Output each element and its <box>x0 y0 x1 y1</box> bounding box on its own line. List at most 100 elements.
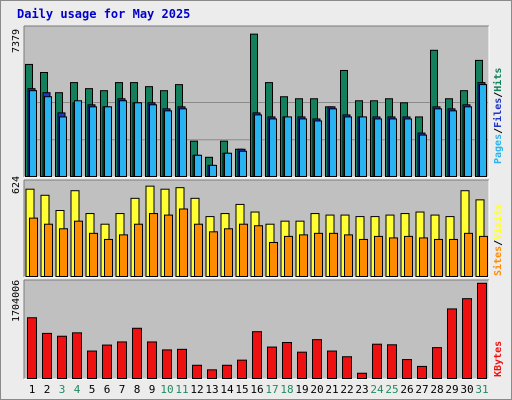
legend-separator: / <box>493 240 504 246</box>
bar-sites <box>89 232 98 278</box>
bar-files <box>284 116 292 177</box>
bar-kbytes <box>147 341 157 380</box>
bar-kbytes <box>387 344 397 379</box>
legend-separator: / <box>493 92 504 98</box>
bar-files <box>419 134 427 178</box>
bar-sites <box>179 208 188 277</box>
bar-sites <box>224 228 233 278</box>
bar-files <box>404 118 412 178</box>
day-tick-label: 29 <box>445 383 458 396</box>
day-tick-label: 17 <box>265 383 278 396</box>
day-tick-label: 2 <box>44 383 51 396</box>
bar-kbytes <box>57 335 67 380</box>
bar-kbytes <box>417 365 427 379</box>
legend-sites: Sites <box>492 246 504 276</box>
kbytes-panel <box>27 282 487 380</box>
bar-sites <box>164 214 173 277</box>
bar-files <box>119 100 127 177</box>
legend-pages: Pages <box>493 134 504 164</box>
bar-kbytes <box>327 350 337 379</box>
bar-sites <box>239 223 248 277</box>
bar-sites <box>119 234 128 277</box>
bar-files <box>104 106 112 177</box>
bar-kbytes <box>297 351 307 379</box>
day-tick-label: 16 <box>250 383 263 396</box>
bar-sites <box>44 223 53 277</box>
day-tick-label: 3 <box>59 383 66 396</box>
legend-visits: Visits <box>492 204 504 240</box>
day-tick-label: 13 <box>205 383 218 396</box>
day-tick-label: 28 <box>430 383 443 396</box>
bar-files <box>344 116 352 177</box>
bar-files <box>149 104 157 177</box>
bar-sites <box>479 235 488 277</box>
bar-sites <box>329 232 338 278</box>
bar-files <box>59 116 67 177</box>
bar-files <box>434 108 442 177</box>
bar-files <box>164 110 172 177</box>
bar-files <box>269 118 277 178</box>
bar-kbytes <box>102 344 112 380</box>
bar-files <box>299 118 307 178</box>
legend-hits: Hits <box>492 68 504 92</box>
day-tick-label: 4 <box>74 383 81 396</box>
bar-kbytes <box>192 364 202 379</box>
bar-files <box>479 84 487 177</box>
bar-sites <box>59 228 68 278</box>
bar-files <box>29 90 37 177</box>
day-tick-label: 19 <box>295 383 308 396</box>
bar-sites <box>299 234 308 277</box>
bar-files <box>239 150 247 178</box>
bar-kbytes <box>267 346 277 379</box>
day-tick-label: 20 <box>310 383 323 396</box>
bar-files <box>449 110 457 177</box>
bar-files <box>134 102 142 177</box>
bar-kbytes <box>207 369 217 380</box>
day-tick-label: 8 <box>134 383 141 396</box>
bar-kbytes <box>357 372 367 379</box>
bar-sites <box>149 213 158 277</box>
day-tick-label: 21 <box>325 383 338 396</box>
bar-kbytes <box>132 327 142 380</box>
bar-files <box>89 106 97 177</box>
bar-kbytes <box>42 332 52 380</box>
bar-kbytes <box>312 339 322 379</box>
day-tick-label: 5 <box>89 383 96 396</box>
legend-files: Files <box>492 98 504 128</box>
bar-kbytes <box>372 343 382 379</box>
bar-sites <box>194 223 203 277</box>
bar-kbytes <box>162 349 172 380</box>
bar-kbytes <box>252 331 262 379</box>
bar-sites <box>104 238 113 277</box>
bar-files <box>194 154 202 177</box>
legend-kbytes: KBytes <box>493 341 504 377</box>
bar-sites <box>284 235 293 277</box>
bar-kbytes <box>222 364 232 379</box>
bar-files <box>44 96 52 177</box>
bar-files <box>224 152 232 177</box>
bar-sites <box>434 238 443 277</box>
day-tick-label: 9 <box>149 383 156 396</box>
bar-files <box>254 114 262 177</box>
bar-sites <box>134 223 143 277</box>
day-tick-label: 25 <box>385 383 398 396</box>
day-tick-label: 12 <box>190 383 203 396</box>
day-tick-label: 14 <box>220 383 234 396</box>
bar-kbytes <box>282 341 292 380</box>
bar-sites <box>404 235 413 277</box>
day-tick-label: 7 <box>119 383 126 396</box>
chart-title: Daily usage for May 2025 <box>17 7 191 21</box>
bar-sites <box>344 234 353 277</box>
bar-sites <box>29 217 38 277</box>
bar-kbytes <box>477 282 487 380</box>
legend-separator: / <box>493 128 504 134</box>
top-panel-legend: Pages/Files/Hits <box>492 68 504 164</box>
middle-panel-max-label: 624 <box>11 176 22 194</box>
bar-sites <box>254 225 263 278</box>
day-tick-label: 22 <box>340 383 353 396</box>
bar-files <box>359 116 367 177</box>
hits-files-pages-panel <box>25 33 488 178</box>
bar-files <box>179 108 187 177</box>
bar-files <box>329 108 337 177</box>
